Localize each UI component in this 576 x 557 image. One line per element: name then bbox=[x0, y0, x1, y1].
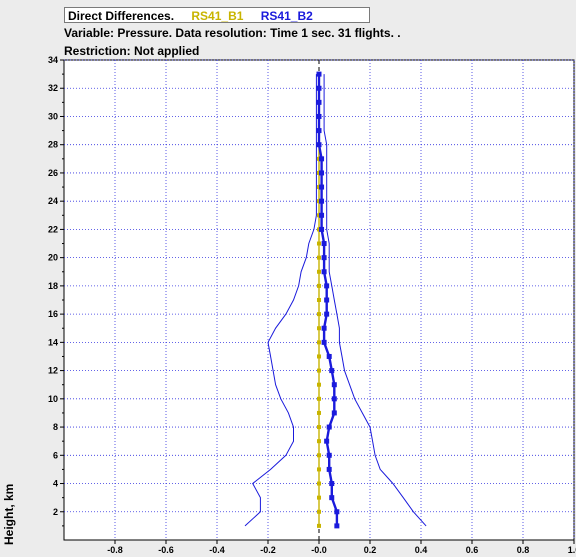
series2-point bbox=[326, 466, 332, 472]
series1-point bbox=[317, 439, 321, 444]
series2-point bbox=[326, 424, 332, 430]
series2-point bbox=[316, 99, 322, 105]
series1-point bbox=[317, 410, 321, 415]
x-tick-label: -0.4 bbox=[209, 545, 225, 555]
series1-point bbox=[317, 213, 321, 218]
series1-point bbox=[317, 312, 321, 317]
series2-point bbox=[334, 509, 340, 515]
y-tick-label: 32 bbox=[48, 83, 58, 93]
series2-point bbox=[329, 495, 335, 501]
series2-point bbox=[319, 198, 325, 204]
x-tick-label: 0.6 bbox=[466, 545, 479, 555]
y-tick-label: 4 bbox=[53, 479, 58, 489]
y-tick-label: 28 bbox=[48, 140, 58, 150]
series2-point bbox=[324, 311, 330, 317]
chart-title: Direct Differences. bbox=[68, 9, 175, 23]
y-tick-label: 12 bbox=[48, 366, 58, 376]
series2-point bbox=[319, 226, 325, 232]
series2-point bbox=[316, 113, 322, 119]
bound-line bbox=[323, 74, 427, 527]
series1-point bbox=[317, 156, 321, 161]
y-tick-label: 26 bbox=[48, 168, 58, 178]
series2-point bbox=[316, 142, 322, 148]
series1-point bbox=[317, 227, 321, 232]
series2-point bbox=[329, 368, 335, 374]
series2-point bbox=[324, 297, 330, 303]
series1-point bbox=[317, 481, 321, 486]
legend-series2: RS41_B2 bbox=[260, 9, 313, 23]
series2-point bbox=[319, 184, 325, 190]
x-tick-label: 0.4 bbox=[415, 545, 428, 555]
series1-point bbox=[317, 199, 321, 204]
series1-point bbox=[317, 495, 321, 500]
series2-point bbox=[334, 523, 340, 529]
series1-point bbox=[317, 467, 321, 472]
series1-point bbox=[317, 283, 321, 288]
series2-point bbox=[319, 156, 325, 162]
chart-subtitle: Variable: Pressure. Data resolution: Tim… bbox=[64, 26, 401, 40]
series2-point bbox=[331, 382, 337, 388]
y-tick-label: 10 bbox=[48, 394, 58, 404]
series1-point bbox=[317, 269, 321, 274]
series2-point bbox=[316, 128, 322, 134]
series2-point bbox=[326, 452, 332, 458]
restriction-text: Restriction: Not applied bbox=[64, 44, 200, 58]
series2-point bbox=[316, 71, 322, 77]
series1-point bbox=[317, 425, 321, 430]
series2-point bbox=[324, 438, 330, 444]
y-tick-label: 34 bbox=[48, 55, 58, 65]
series1-point bbox=[317, 354, 321, 359]
series2-point bbox=[331, 396, 337, 402]
y-tick-label: 16 bbox=[48, 309, 58, 319]
series2-point bbox=[321, 255, 327, 261]
x-tick-label: 0.2 bbox=[364, 545, 377, 555]
y-tick-label: 30 bbox=[48, 111, 58, 121]
y-tick-label: 14 bbox=[48, 337, 58, 347]
series1-point bbox=[317, 396, 321, 401]
series1-point bbox=[317, 255, 321, 260]
bound-line bbox=[244, 74, 317, 527]
series2-point bbox=[329, 481, 335, 487]
y-tick-label: 18 bbox=[48, 281, 58, 291]
x-tick-label: 1.0 bbox=[568, 545, 576, 555]
series1-point bbox=[317, 185, 321, 190]
series1-point bbox=[317, 241, 321, 246]
series1-point bbox=[317, 382, 321, 387]
series2-point bbox=[321, 241, 327, 247]
y-tick-label: 2 bbox=[53, 507, 58, 517]
x-tick-label: -0.0 bbox=[311, 545, 327, 555]
series1-point bbox=[317, 453, 321, 458]
x-tick-label: 0.8 bbox=[517, 545, 530, 555]
series1-point bbox=[317, 170, 321, 175]
series2-point bbox=[326, 353, 332, 359]
series1-point bbox=[317, 298, 321, 302]
legend-series1: RS41_B1 bbox=[191, 9, 244, 23]
series2-point bbox=[319, 212, 325, 218]
series2-point bbox=[321, 325, 327, 331]
x-tick-label: -0.6 bbox=[158, 545, 174, 555]
y-tick-label: 6 bbox=[53, 450, 58, 460]
series1-point bbox=[317, 509, 321, 514]
series2-point bbox=[316, 85, 322, 91]
x-tick-label: -0.2 bbox=[260, 545, 276, 555]
y-tick-label: 24 bbox=[48, 196, 58, 206]
series2-point bbox=[321, 269, 327, 275]
series2-point bbox=[324, 283, 330, 289]
y-tick-label: 20 bbox=[48, 253, 58, 263]
series2-point bbox=[331, 410, 337, 416]
legend-header: Direct Differences. RS41_B1 RS41_B2 bbox=[64, 7, 370, 23]
x-tick-label: -0.8 bbox=[107, 545, 123, 555]
series1-point bbox=[317, 368, 321, 373]
y-tick-label: 22 bbox=[48, 224, 58, 234]
series1-point bbox=[317, 340, 321, 345]
series1-point bbox=[317, 326, 321, 331]
series2-point bbox=[319, 170, 325, 176]
series2-point bbox=[321, 339, 327, 345]
y-tick-label: 8 bbox=[53, 422, 58, 432]
series1-point bbox=[317, 523, 321, 528]
